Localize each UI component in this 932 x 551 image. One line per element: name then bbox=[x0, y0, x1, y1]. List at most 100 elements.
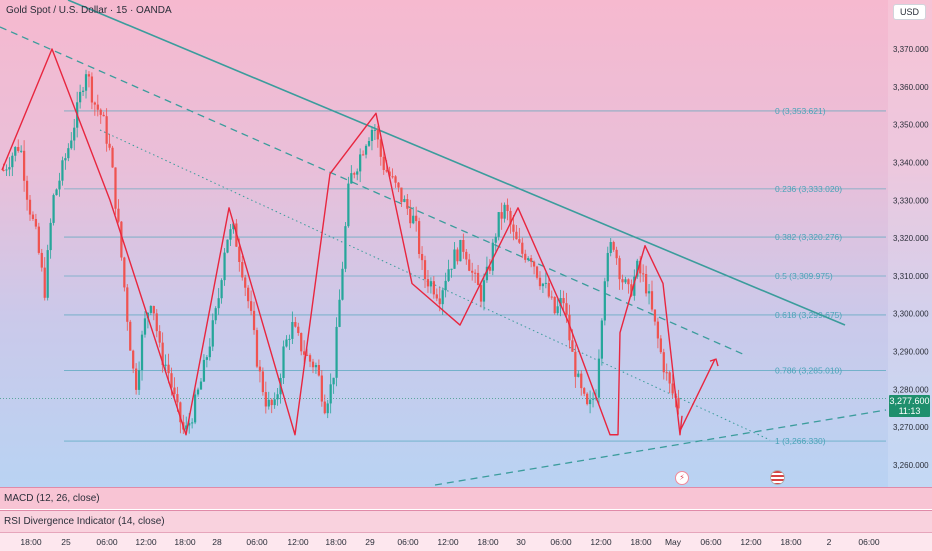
candle-body bbox=[506, 204, 509, 211]
candle-body bbox=[294, 322, 297, 327]
x-tick-label: 12:00 bbox=[740, 537, 762, 547]
candle-body bbox=[353, 173, 356, 175]
candle-body bbox=[61, 160, 64, 181]
x-tick-label: 12:00 bbox=[590, 537, 612, 547]
candle-body bbox=[432, 281, 435, 295]
x-tick-label: 18:00 bbox=[780, 537, 802, 547]
candle-body bbox=[282, 346, 285, 378]
candle-body bbox=[317, 365, 321, 376]
x-tick-label: 12:00 bbox=[437, 537, 459, 547]
candle-body bbox=[143, 318, 147, 335]
candle-body bbox=[291, 322, 294, 339]
candle-body bbox=[612, 242, 615, 250]
candle-body bbox=[199, 381, 203, 390]
candle-body bbox=[535, 266, 539, 278]
candle-body bbox=[462, 239, 465, 252]
candle-body bbox=[252, 310, 256, 331]
y-tick-label: 3,370.000 bbox=[893, 45, 929, 54]
candle-body bbox=[642, 273, 645, 275]
candle-body bbox=[8, 167, 11, 170]
candle-body bbox=[553, 296, 556, 314]
time-axis[interactable]: 18:00 25 06:00 12:00 18:00 28 06:00 12:00 18:00 2… bbox=[0, 532, 932, 551]
candle-body bbox=[476, 272, 480, 286]
candle-body bbox=[46, 250, 49, 298]
candle-body bbox=[229, 229, 232, 240]
candle-body bbox=[574, 351, 577, 377]
candle-body bbox=[488, 266, 491, 271]
candle-body bbox=[126, 287, 129, 322]
candle-body bbox=[258, 366, 262, 372]
candle-body bbox=[78, 91, 82, 103]
candle-body bbox=[205, 357, 208, 360]
x-tick-label: May bbox=[665, 537, 682, 547]
candle-body bbox=[659, 338, 662, 353]
candle-body bbox=[43, 267, 46, 298]
candle-body bbox=[37, 226, 40, 253]
x-tick-label: 18:00 bbox=[477, 537, 499, 547]
macd-pane[interactable]: MACD (12, 26, close) bbox=[0, 487, 932, 509]
chart-area[interactable]: 3,260.000 3,270.000 3,280.000 3,290.000 3,30… bbox=[0, 0, 932, 487]
candle-body bbox=[196, 389, 200, 395]
candle-body bbox=[99, 109, 102, 115]
candle-body bbox=[509, 210, 512, 225]
fib-level-label: 0.5 (3,309.975) bbox=[775, 271, 833, 281]
candle-body bbox=[320, 375, 323, 402]
x-tick-label: 25 bbox=[61, 537, 71, 547]
candle-body bbox=[370, 129, 374, 142]
zigzag-pattern bbox=[1, 48, 683, 436]
last-price-badge: 3,277.600 11:13 bbox=[889, 395, 930, 417]
rsi-label: RSI Divergence Indicator (14, close) bbox=[4, 516, 165, 527]
candle-body bbox=[155, 313, 158, 332]
candle-body bbox=[400, 187, 403, 202]
candle-body bbox=[412, 215, 415, 224]
rsi-pane[interactable]: RSI Divergence Indicator (14, close) bbox=[0, 510, 932, 532]
candle-body bbox=[28, 199, 32, 215]
x-tick-label: 29 bbox=[365, 537, 375, 547]
y-tick-label: 3,260.000 bbox=[893, 461, 929, 470]
candle-body bbox=[471, 270, 474, 273]
candle-body bbox=[96, 104, 99, 110]
candle-body bbox=[308, 355, 312, 362]
y-tick-label: 3,330.000 bbox=[893, 196, 929, 205]
candle-body bbox=[108, 143, 111, 148]
candle-body bbox=[11, 155, 14, 168]
price-chart[interactable]: 3,260.000 3,270.000 3,280.000 3,290.000 3,30… bbox=[0, 0, 932, 487]
candle-body bbox=[538, 277, 542, 287]
candle-body bbox=[208, 346, 211, 358]
candle-body bbox=[644, 273, 648, 294]
candle-body bbox=[297, 326, 300, 334]
candle-body bbox=[671, 383, 674, 394]
candle-body bbox=[518, 239, 521, 243]
x-tick-label: 2 bbox=[827, 537, 832, 547]
candle-body bbox=[102, 114, 105, 117]
candle-body bbox=[149, 305, 152, 313]
candle-body bbox=[332, 377, 335, 385]
last-price-value: 3,277.600 bbox=[889, 396, 930, 406]
candle-body bbox=[624, 279, 627, 283]
fib-level-label: 1 (3,266.330) bbox=[775, 436, 826, 446]
candle-body bbox=[603, 281, 606, 321]
candle-body bbox=[441, 290, 444, 305]
x-tick-label: 18:00 bbox=[20, 537, 42, 547]
dotted-support-line bbox=[99, 129, 771, 441]
candle-body bbox=[120, 221, 123, 258]
lightning-icon[interactable]: ⚡ bbox=[675, 471, 689, 485]
projected-arrowhead bbox=[709, 358, 719, 367]
currency-button[interactable]: USD bbox=[892, 4, 926, 20]
candle-body bbox=[459, 239, 462, 262]
x-tick-label: 18:00 bbox=[325, 537, 347, 547]
candle-body bbox=[571, 340, 574, 352]
fib-level-label: 0.382 (3,320.276) bbox=[775, 232, 842, 242]
candle-body bbox=[677, 397, 680, 409]
candle-body bbox=[241, 262, 244, 278]
candle-body bbox=[220, 280, 223, 299]
candle-body bbox=[426, 279, 430, 287]
candle-body bbox=[591, 398, 595, 400]
candle-body bbox=[373, 129, 377, 131]
candle-body bbox=[173, 387, 176, 395]
dashed-channel-line bbox=[0, 26, 746, 356]
us-flag-icon[interactable] bbox=[770, 470, 785, 485]
candle-body bbox=[636, 260, 639, 277]
candle-body bbox=[609, 242, 612, 253]
y-tick-label: 3,270.000 bbox=[893, 423, 929, 432]
